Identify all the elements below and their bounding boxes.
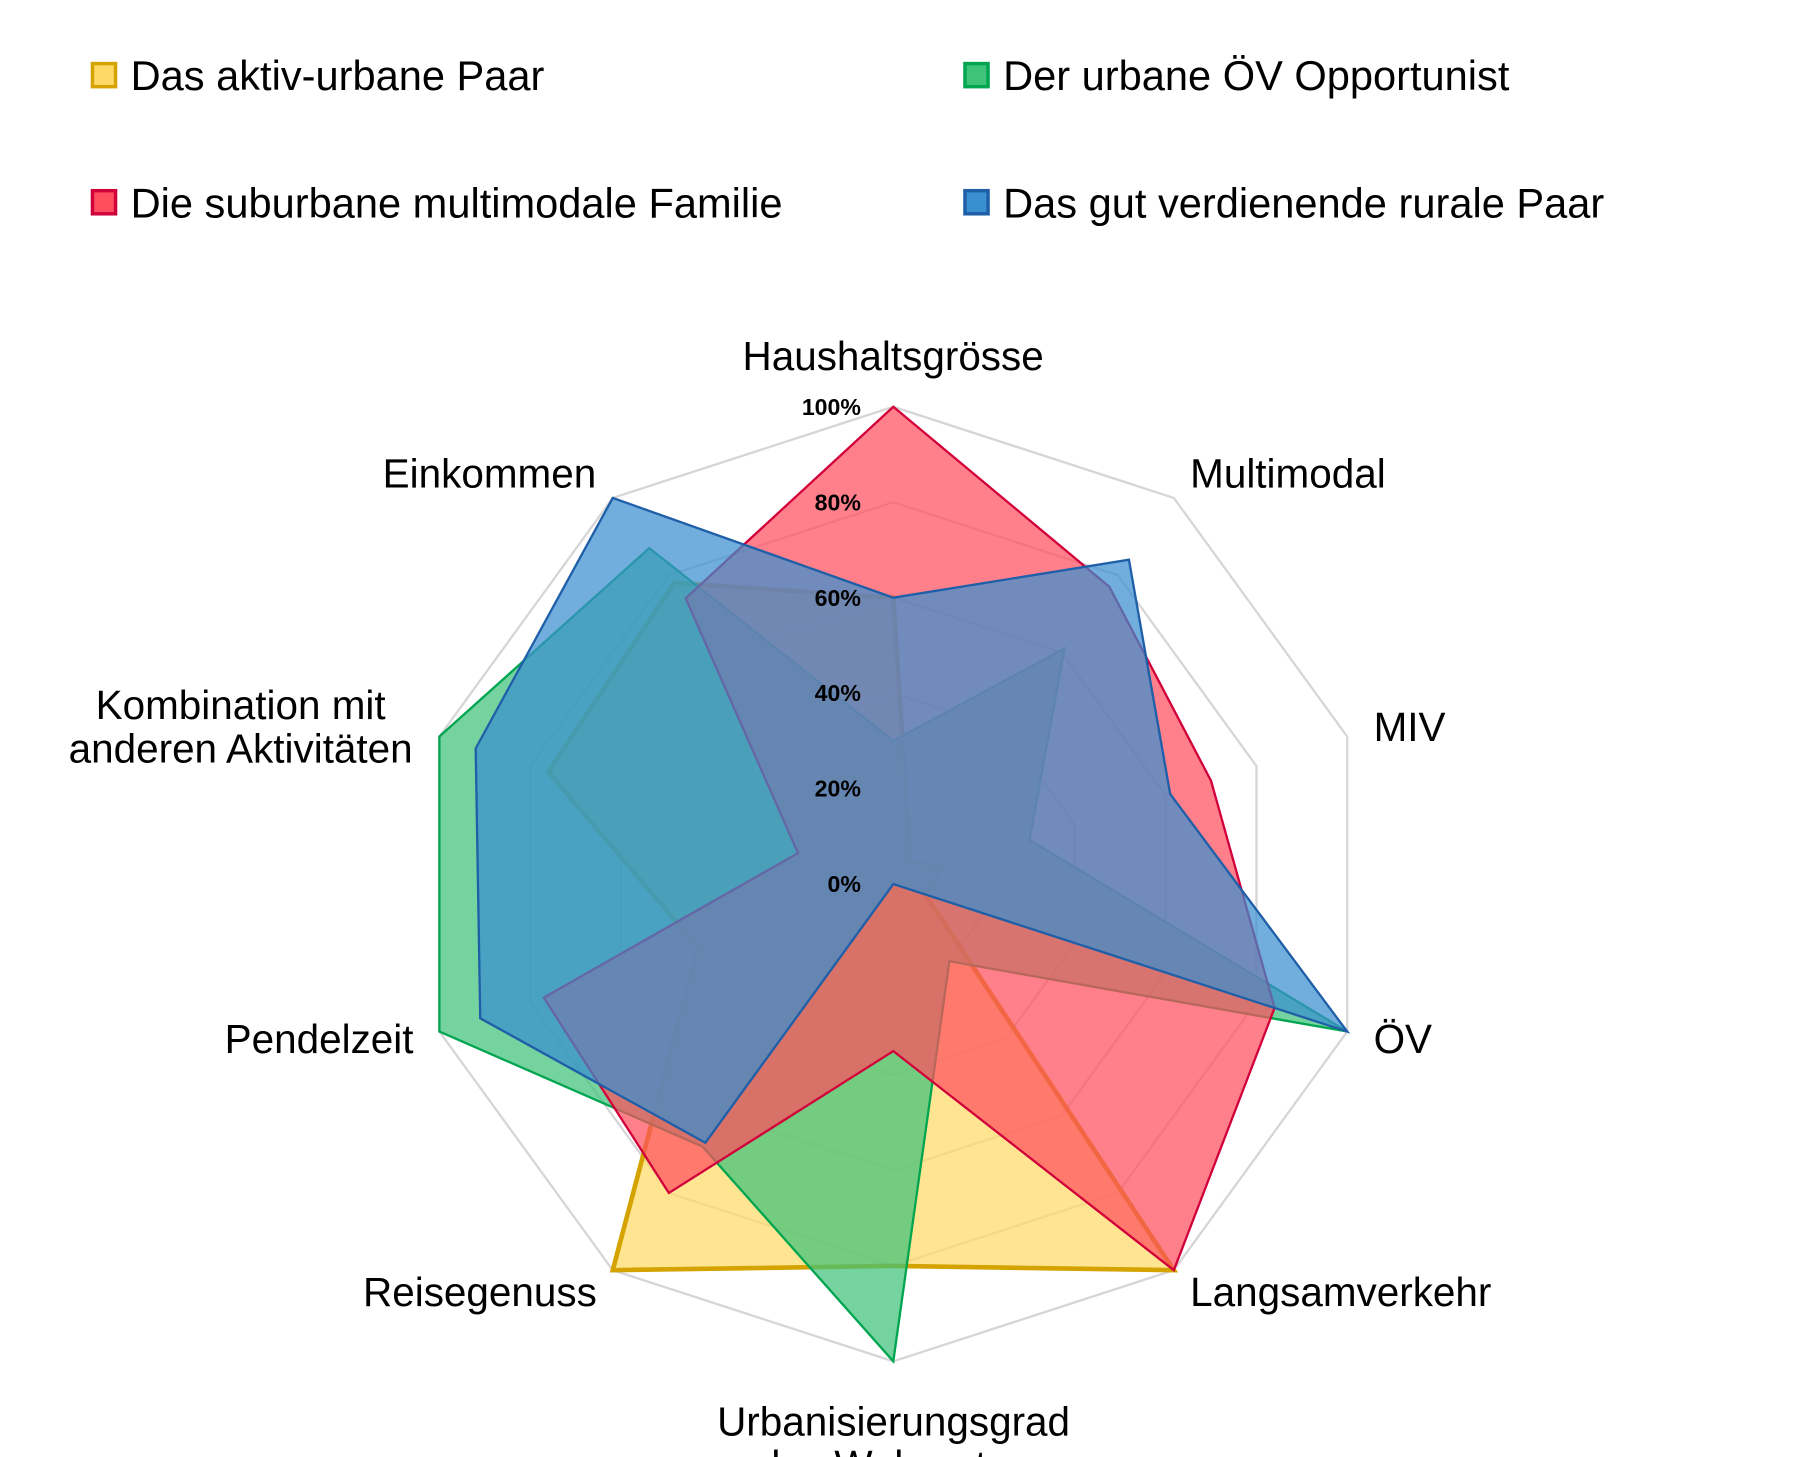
legend-label: Der urbane ÖV Opportunist (1003, 52, 1510, 99)
legend-swatch (963, 61, 990, 89)
category-label: Pendelzeit (224, 1016, 414, 1063)
r-tick-label: 60% (815, 585, 861, 611)
r-tick-label: 20% (815, 776, 861, 802)
category-label: Kombination mit anderen Aktivitäten (68, 682, 413, 772)
legend-swatch (90, 61, 118, 89)
legend-label: Die suburbane multimodale Familie (131, 179, 783, 226)
category-label: ÖV (1373, 1016, 1433, 1063)
r-tick-label: 80% (815, 489, 861, 515)
legend-label: Das aktiv-urbane Paar (131, 52, 545, 99)
legend-swatch (963, 188, 990, 216)
r-tick-label: 100% (802, 394, 861, 420)
legend-swatch (90, 188, 118, 216)
category-label: Einkommen (382, 452, 597, 498)
r-tick-label: 0% (828, 871, 861, 897)
category-label: Reisegenuss (363, 1269, 597, 1315)
category-label: MIV (1373, 704, 1446, 750)
series-area (474, 496, 1351, 1145)
category-label: Langsamverkehr (1190, 1269, 1492, 1315)
legend-label: Das gut verdienende rurale Paar (1003, 179, 1604, 226)
category-label: Multimodal (1190, 452, 1386, 498)
category-label: Haushaltsgrösse (742, 333, 1044, 380)
r-tick-label: 40% (815, 680, 861, 706)
category-label: Urbanisierungsgrad des Wohnortes (717, 1399, 1071, 1457)
